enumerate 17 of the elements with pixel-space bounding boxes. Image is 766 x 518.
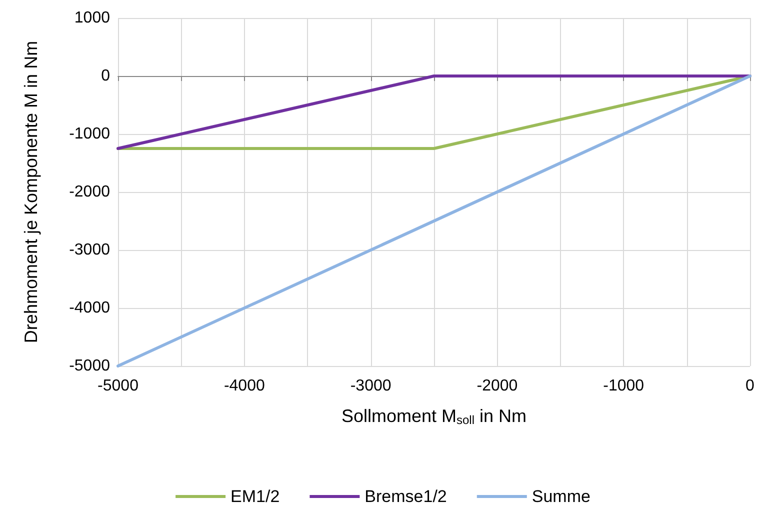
y-axis-title: Drehmoment je Komponente M in Nm	[21, 40, 41, 344]
y-tick-label: -5000	[69, 358, 110, 374]
y-tick-label: -4000	[69, 300, 110, 316]
y-tick-label: -1000	[69, 126, 110, 142]
y-tick-label: 1000	[74, 10, 110, 26]
x-tick-label: -2000	[476, 378, 518, 394]
x-tick-label: -5000	[98, 378, 139, 394]
y-tick-label: 0	[101, 68, 110, 84]
legend-label: Bremse1/2	[364, 487, 447, 506]
y-tick-label: -3000	[69, 242, 110, 258]
x-tick-label: 0	[746, 378, 755, 394]
x-tick-label: -4000	[224, 378, 265, 394]
x-tick-label: -1000	[603, 378, 644, 394]
x-tick-label: -3000	[350, 378, 392, 394]
legend-label: Summe	[532, 487, 590, 506]
legend-label: EM1/2	[230, 487, 280, 506]
y-tick-label: -2000	[69, 184, 110, 200]
